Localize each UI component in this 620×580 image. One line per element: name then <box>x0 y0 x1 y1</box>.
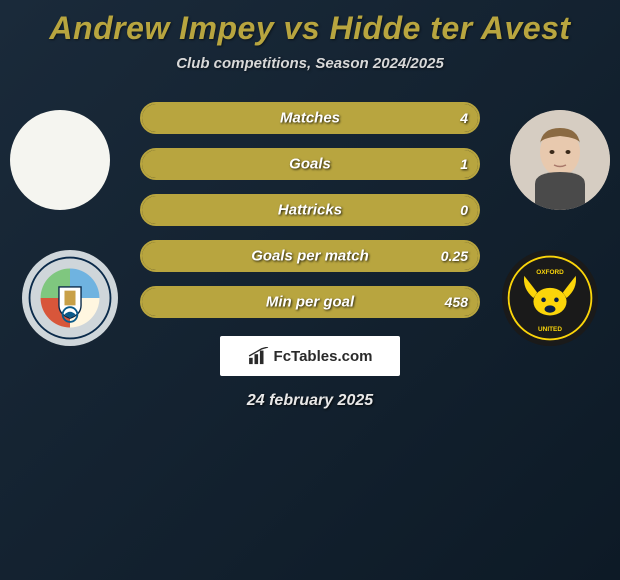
club-badge-right: OXFORD UNITED <box>502 250 598 346</box>
stat-label: Hattricks <box>142 202 478 219</box>
stats-area: OXFORD UNITED Matches 4 Goals 1 Hattrick… <box>0 102 620 410</box>
stat-value-right: 458 <box>445 294 468 310</box>
stat-value-right: 0.25 <box>441 248 468 264</box>
stat-row: Goals 1 <box>140 148 480 180</box>
stat-row: Min per goal 458 <box>140 286 480 318</box>
source-logo[interactable]: FcTables.com <box>220 336 400 376</box>
stat-value-right: 1 <box>460 156 468 172</box>
player-right-avatar <box>510 110 610 210</box>
stat-label: Goals <box>142 156 478 173</box>
stat-label: Matches <box>142 110 478 127</box>
svg-text:OXFORD: OXFORD <box>536 269 564 276</box>
stat-row: Hattricks 0 <box>140 194 480 226</box>
club-badge-left <box>22 250 118 346</box>
stat-label: Min per goal <box>142 294 478 311</box>
chart-icon <box>248 347 270 365</box>
stat-label: Goals per match <box>142 248 478 265</box>
svg-text:UNITED: UNITED <box>538 326 562 333</box>
stat-rows: Matches 4 Goals 1 Hattricks 0 Goals per … <box>140 102 480 318</box>
stat-value-right: 4 <box>460 110 468 126</box>
date-text: 24 february 2025 <box>0 392 620 410</box>
comparison-card: Andrew Impey vs Hidde ter Avest Club com… <box>0 0 620 410</box>
stat-row: Matches 4 <box>140 102 480 134</box>
source-logo-text: FcTables.com <box>274 348 373 365</box>
player-left-avatar <box>10 110 110 210</box>
page-subtitle: Club competitions, Season 2024/2025 <box>0 55 620 72</box>
stat-row: Goals per match 0.25 <box>140 240 480 272</box>
stat-value-right: 0 <box>460 202 468 218</box>
page-title: Andrew Impey vs Hidde ter Avest <box>0 10 620 47</box>
